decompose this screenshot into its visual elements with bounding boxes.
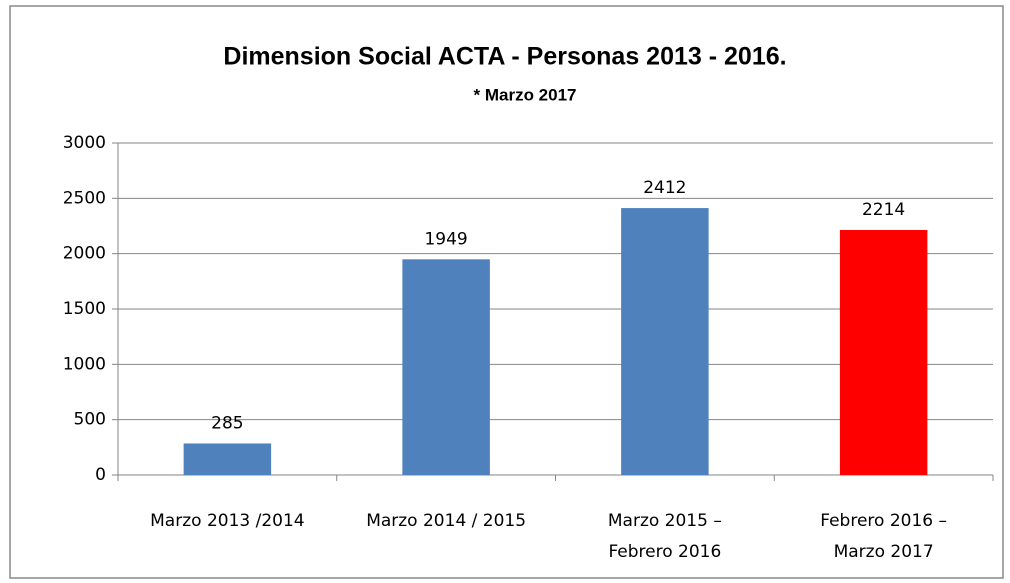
x-tick-label: Febrero 2016 – [820,511,947,531]
chart-subtitle: * Marzo 2017 [474,85,577,104]
data-label: 1949 [424,229,467,249]
bar [839,229,928,475]
bar [621,208,709,475]
x-tick-label: Febrero 2016 [608,542,721,562]
y-tick-label: 500 [74,410,106,430]
x-tick-label: Marzo 2014 / 2015 [366,511,526,531]
bar [183,443,272,475]
y-tick-label: 2000 [63,244,106,264]
data-label: 2412 [643,178,686,198]
y-tick-label: 2500 [63,188,106,208]
y-tick-label: 3000 [63,133,106,153]
chart-frame [9,5,1004,579]
x-tick-label: Marzo 2013 /2014 [150,511,304,531]
x-tick-label: Marzo 2015 – [608,511,722,531]
data-label: 285 [211,413,243,433]
y-tick-label: 1500 [63,299,106,319]
data-label: 2214 [862,200,905,220]
x-tick-label: Marzo 2017 [834,542,934,562]
y-tick-label: 0 [95,465,106,485]
bar [402,259,490,475]
chart-title: Dimension Social ACTA - Personas 2013 - … [223,43,786,71]
y-tick-label: 1000 [63,354,106,374]
